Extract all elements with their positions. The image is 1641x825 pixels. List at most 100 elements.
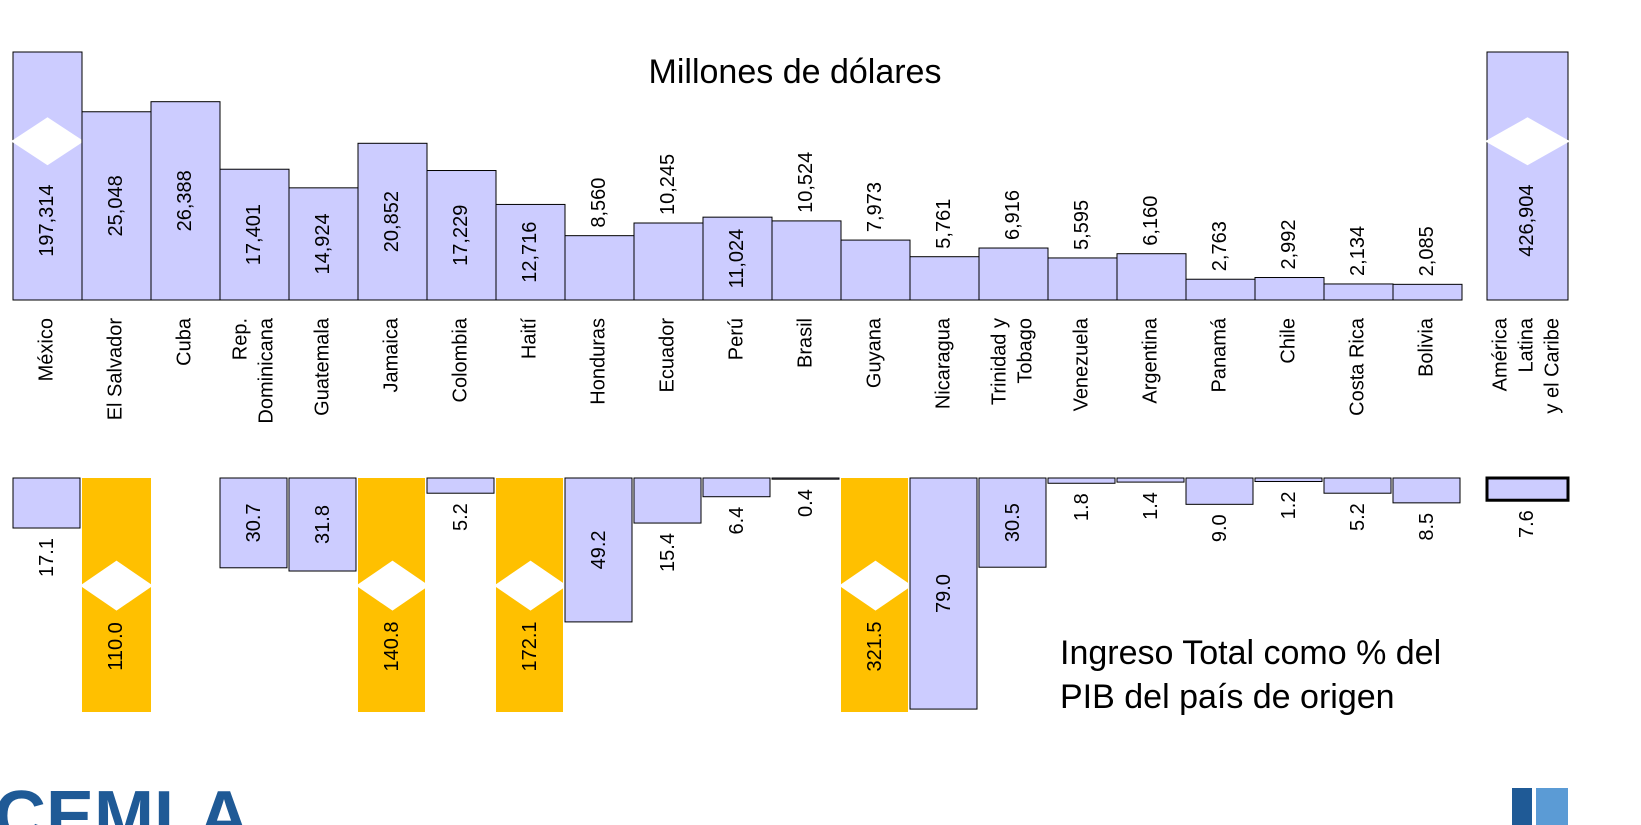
bar <box>1047 257 1118 301</box>
bar <box>1116 477 1185 483</box>
data-label: 17,229 <box>450 205 472 266</box>
axis-break <box>356 560 429 611</box>
data-label: 5.2 <box>450 503 472 531</box>
bar <box>771 220 842 301</box>
logo: CEMLA <box>0 777 250 825</box>
x-tick-label: Ecuador <box>657 318 679 393</box>
x-tick-label: Trinidad y Tobago <box>989 318 1037 405</box>
data-label: 426,904 <box>1516 184 1538 256</box>
bar <box>978 247 1049 301</box>
x-tick-label: Nicaragua <box>933 317 955 409</box>
data-label: 11,024 <box>726 229 748 289</box>
data-label: 30.7 <box>243 503 265 542</box>
x-tick-label: Argentina <box>1140 317 1162 403</box>
x-tick-label: Colombia <box>450 317 472 402</box>
bar <box>1485 476 1570 502</box>
bar <box>150 101 221 301</box>
bar <box>564 477 633 623</box>
bar <box>426 170 497 301</box>
data-label: 17.1 <box>36 538 58 577</box>
data-label: 1.2 <box>1278 492 1300 520</box>
data-label: 10,524 <box>795 152 817 213</box>
bar <box>1323 283 1394 301</box>
chart-title: Millones de dólares <box>649 53 942 91</box>
x-tick-label: Rep. Dominicana <box>230 317 278 423</box>
bar <box>219 168 290 301</box>
data-label: 2,763 <box>1209 221 1231 271</box>
data-label: 197,314 <box>36 184 58 256</box>
bar <box>12 477 81 529</box>
axis-break <box>494 560 567 611</box>
bar <box>1185 477 1254 505</box>
data-label: 25,048 <box>105 175 127 236</box>
data-label: 5,595 <box>1071 200 1093 250</box>
data-label: 8,560 <box>588 178 610 228</box>
data-label: 5,761 <box>933 199 955 249</box>
bar <box>12 51 83 301</box>
x-tick-label: Haití <box>519 318 541 360</box>
data-label: 6.4 <box>726 507 748 535</box>
data-label: 9.0 <box>1209 514 1231 542</box>
bar <box>1254 277 1325 301</box>
data-label: 26,388 <box>174 170 196 231</box>
data-label: 7.6 <box>1516 510 1538 538</box>
x-tick-label: Honduras <box>588 318 610 405</box>
x-tick-label: Venezuela <box>1071 317 1093 411</box>
data-label: 8.5 <box>1416 513 1438 541</box>
axis-break <box>11 117 84 166</box>
bar <box>1323 477 1392 494</box>
data-label: 6,160 <box>1140 196 1162 246</box>
data-label: 20,852 <box>381 191 403 252</box>
x-tick-label: Jamaica <box>381 317 403 392</box>
bar <box>978 477 1047 568</box>
data-label: 140.8 <box>381 621 403 671</box>
data-label: 30.5 <box>1002 503 1024 542</box>
bar <box>909 477 978 710</box>
bar <box>426 477 495 494</box>
bar <box>633 222 704 301</box>
data-label: 79.0 <box>933 574 955 613</box>
x-tick-label: Cuba <box>174 317 196 366</box>
data-label: 6,916 <box>1002 190 1024 240</box>
data-label: 15.4 <box>657 533 679 572</box>
bar <box>357 142 428 301</box>
bar <box>1116 253 1187 301</box>
data-label: 1.8 <box>1071 493 1093 521</box>
bar <box>1185 278 1256 301</box>
data-label: 14,924 <box>312 213 334 274</box>
bar <box>1047 477 1116 484</box>
data-label: 10,245 <box>657 154 679 215</box>
bar <box>288 187 359 301</box>
data-label: 49.2 <box>588 530 610 569</box>
bar <box>633 477 702 524</box>
x-tick-label: Guatemala <box>312 317 334 416</box>
x-tick-label: Chile <box>1278 318 1300 364</box>
data-label: 7,973 <box>864 182 886 232</box>
bar <box>909 256 980 301</box>
bar <box>219 477 288 569</box>
data-label: 12,716 <box>519 222 541 283</box>
x-tick-label: México <box>36 318 58 381</box>
data-label: 2,085 <box>1416 226 1438 276</box>
data-label: 1.4 <box>1140 492 1162 520</box>
data-label: 0.4 <box>795 489 817 517</box>
x-tick-label: Perú <box>726 318 748 360</box>
bar <box>288 477 357 572</box>
x-tick-label: Panamá <box>1209 317 1231 392</box>
data-label: 321.5 <box>864 621 886 671</box>
logo-block <box>1536 788 1568 825</box>
bar <box>564 235 635 301</box>
bar <box>771 477 840 480</box>
data-label: 17,401 <box>243 204 265 265</box>
data-label: 172.1 <box>519 621 541 671</box>
axis-break <box>839 560 912 611</box>
x-tick-label: Brasil <box>795 318 817 368</box>
x-tick-label: Costa Rica <box>1347 317 1369 416</box>
axis-break <box>1485 117 1570 166</box>
data-label: 5.2 <box>1347 503 1369 531</box>
x-tick-label: América Latina y el Caribe <box>1490 317 1564 413</box>
bar <box>1392 477 1461 504</box>
